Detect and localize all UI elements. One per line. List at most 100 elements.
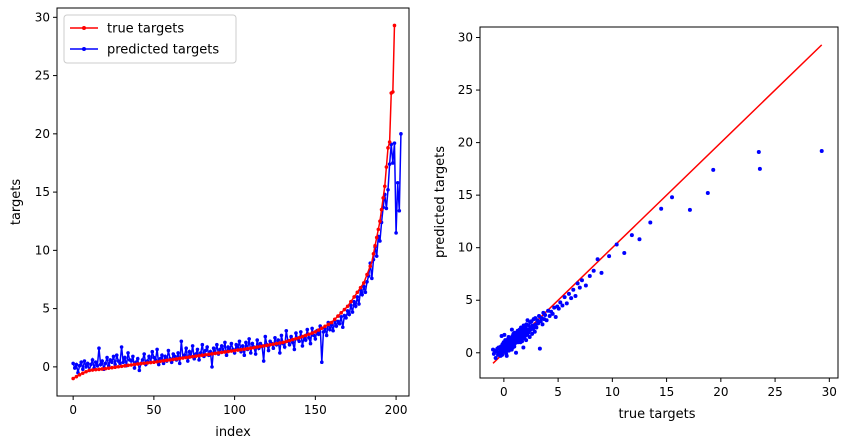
- true-target-point: [371, 252, 376, 256]
- true-target-point: [232, 348, 237, 353]
- true-target-point: [386, 146, 390, 150]
- predicted-target-point: [397, 208, 402, 213]
- true-target-point: [300, 334, 305, 339]
- line-chart-ylabel: targets: [9, 179, 24, 226]
- scatter-point: [587, 274, 592, 279]
- scatter-point: [591, 268, 596, 273]
- scatter-point: [562, 295, 567, 300]
- true-target-point: [187, 355, 192, 359]
- predicted-target-point: [308, 341, 313, 346]
- true-target-point: [158, 359, 163, 364]
- scatter-point: [687, 207, 692, 212]
- predicted-target-point: [203, 348, 208, 353]
- true-target-point: [281, 340, 285, 345]
- predicted-target-point: [105, 355, 109, 360]
- x-tick-label: 20: [713, 385, 728, 399]
- predicted-target-point: [363, 290, 368, 295]
- predicted-target-point: [378, 239, 382, 243]
- y-tick-label: 10: [458, 241, 473, 255]
- true-target-point: [287, 338, 292, 343]
- true-target-point: [258, 344, 263, 349]
- scatter-point: [514, 350, 519, 355]
- predicted-target-point: [160, 353, 164, 358]
- true-target-point: [336, 314, 340, 318]
- predicted-target-point: [341, 325, 345, 330]
- predicted-target-point: [353, 304, 358, 309]
- predicted-target-point: [215, 342, 219, 347]
- line-chart-panel: 0 50 100 150 200 0 5 10 15 20 25 30 index targets t…: [9, 7, 410, 440]
- true-target-point: [297, 335, 302, 340]
- true-target-point: [229, 349, 234, 353]
- y-tick-label: 15: [458, 188, 473, 202]
- true-target-point: [194, 354, 198, 358]
- true-target-point: [361, 281, 366, 285]
- predicted-target-point: [391, 161, 395, 165]
- predicted-target-point: [350, 310, 355, 314]
- predicted-target-point: [158, 356, 163, 361]
- true-target-point: [168, 358, 172, 362]
- predicted-target-point: [394, 231, 398, 235]
- predicted-target-point: [123, 355, 127, 360]
- predicted-target-point: [392, 141, 397, 145]
- true-target-point: [358, 285, 363, 290]
- predicted-target-point: [337, 321, 342, 326]
- true-target-point: [329, 320, 334, 325]
- predicted-target-point: [82, 359, 87, 363]
- scatter-point: [550, 311, 555, 316]
- predicted-target-point: [126, 351, 130, 355]
- y-tick-label: 30: [458, 31, 473, 45]
- true-target-point: [345, 304, 350, 309]
- true-target-point: [132, 362, 137, 367]
- predicted-target-point: [90, 358, 95, 362]
- scatter-point: [595, 257, 600, 262]
- true-target-point: [376, 227, 381, 232]
- predicted-target-point: [223, 340, 227, 345]
- predicted-target-point: [187, 349, 192, 354]
- scatter-point: [637, 237, 642, 242]
- scatter-point: [566, 291, 571, 296]
- true-target-point: [200, 353, 205, 358]
- predicted-target-point: [166, 348, 171, 353]
- predicted-target-point: [287, 342, 292, 347]
- line-chart-plot-area: [71, 23, 403, 381]
- predicted-target-point: [324, 333, 329, 338]
- true-target-point: [213, 351, 218, 356]
- true-target-point: [71, 376, 75, 381]
- true-target-point: [374, 235, 379, 240]
- scatter-point: [540, 322, 545, 327]
- y-tick-label: 20: [458, 136, 473, 150]
- true-target-point: [197, 353, 201, 358]
- predicted-target-point: [289, 334, 293, 339]
- true-target-point: [373, 243, 377, 248]
- true-target-point: [349, 299, 353, 304]
- scatter-point: [527, 335, 532, 340]
- true-target-point: [236, 348, 240, 352]
- legend: true targets predicted targets: [63, 14, 237, 64]
- predicted-target-point: [113, 362, 117, 367]
- true-target-point: [103, 366, 108, 371]
- true-target-point: [126, 363, 130, 368]
- predicted-target-point: [210, 365, 214, 369]
- predicted-target-point: [119, 345, 124, 349]
- scatter-point: [558, 300, 563, 305]
- true-target-point: [110, 365, 114, 370]
- predicted-target-point: [179, 339, 184, 344]
- predicted-target-point: [200, 342, 205, 347]
- true-target-point: [219, 350, 224, 355]
- true-target-point: [210, 352, 214, 356]
- predicted-target-point: [195, 347, 200, 352]
- line-chart-ticks: 0 50 100 150 200 0 5 10 15 20 25 30: [35, 10, 408, 417]
- predicted-target-point: [184, 346, 188, 351]
- line-chart-frame: [56, 7, 410, 397]
- scatter-point: [705, 191, 710, 196]
- scatter-point: [629, 233, 634, 238]
- true-target-point: [387, 140, 392, 144]
- predicted-target-point: [339, 314, 343, 319]
- predicted-target-point: [357, 302, 361, 306]
- true-target-point: [145, 361, 150, 365]
- true-target-point: [278, 341, 282, 345]
- x-tick-label: 25: [767, 385, 782, 399]
- predicted-target-point: [237, 339, 242, 344]
- true-target-point: [161, 359, 166, 363]
- true-target-point: [307, 332, 311, 337]
